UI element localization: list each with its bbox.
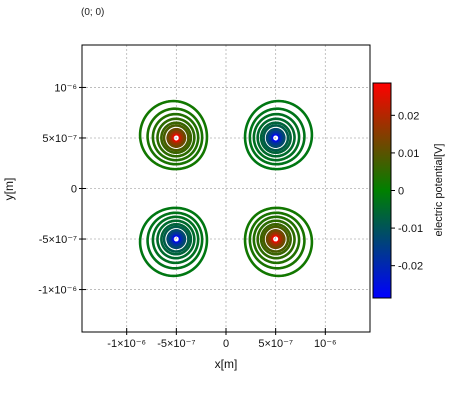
contour-level-15 [156, 117, 296, 260]
contour-lines [138, 99, 314, 278]
contour-level-17 [151, 112, 301, 265]
contour-level-20 [138, 99, 314, 278]
y-tick-label-1: 5×10⁻⁷ [42, 133, 77, 145]
x-axis-label: x[m] [215, 357, 238, 371]
y-tick-labels: 10⁻⁶ 5×10⁻⁷ 0 -5×10⁻⁷ -1×10⁻⁶ [38, 82, 77, 296]
contour-level-14 [156, 117, 296, 260]
x-tick-label-4: 10⁻⁶ [314, 338, 337, 350]
colorbar-ticks: 0.02 0.01 0 -0.01 -0.02 [391, 110, 423, 273]
y-tick-label-2: 0 [71, 184, 77, 196]
colorbar-tick-label-4: -0.02 [398, 261, 423, 273]
mouse-position-readout: (0; 0) [81, 7, 105, 18]
y-axis-label: y[m] [2, 178, 16, 201]
axis-ticks [79, 86, 326, 335]
contour-level-9 [166, 127, 286, 250]
contour-level-19 [146, 107, 306, 270]
colorbar-tick-label-2: 0 [398, 186, 404, 198]
contour-level-11 [162, 124, 290, 253]
colorbar-tick-label-0: 0.02 [398, 110, 419, 122]
x-tick-label-1: -5×10⁻⁷ [157, 338, 195, 350]
colorbar-tick-label-3: -0.01 [398, 223, 423, 235]
contour-level-21 [138, 99, 314, 278]
contour-level-10 [162, 124, 290, 253]
contour-level-6 [168, 129, 284, 248]
grid-lines [82, 45, 370, 332]
y-tick-label-3: -5×10⁻⁷ [39, 234, 77, 246]
colorbar [372, 82, 392, 299]
contour-level-18 [146, 107, 306, 270]
colorbar-label: electric potential[V] [433, 144, 445, 237]
x-tick-labels: -1×10⁻⁶ -5×10⁻⁷ 0 5×10⁻⁷ 10⁻⁶ [107, 338, 336, 350]
x-tick-label-2: 0 [223, 338, 229, 350]
y-tick-label-0: 10⁻⁶ [54, 82, 77, 94]
contour-level-16 [151, 112, 301, 265]
y-tick-label-4: -1×10⁻⁶ [38, 285, 77, 297]
contour-level-13 [160, 121, 292, 256]
contour-level-12 [160, 121, 292, 256]
colorbar-tick-label-1: 0.01 [398, 148, 419, 160]
contour-level-8 [166, 127, 286, 250]
contour-level-7 [168, 129, 284, 248]
x-tick-label-0: -1×10⁻⁶ [107, 338, 146, 350]
x-tick-label-3: 5×10⁻⁷ [258, 338, 293, 350]
